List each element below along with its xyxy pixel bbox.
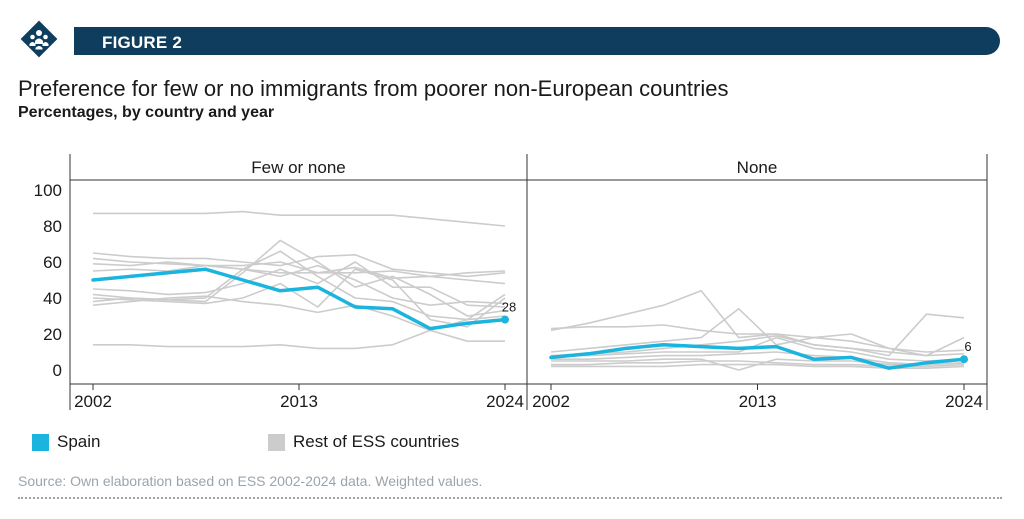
- data-label-spain: 6: [964, 339, 971, 354]
- source-note: Source: Own elaboration based on ESS 200…: [18, 473, 483, 489]
- series-line-rest: [551, 336, 965, 362]
- series-line-rest: [93, 329, 505, 350]
- y-tick-label: 40: [43, 289, 62, 308]
- x-tick-label: 2024: [945, 392, 983, 411]
- panel-title: Few or none: [251, 158, 346, 177]
- legend-swatch-spain: [32, 433, 49, 451]
- series-line-rest: [92, 252, 506, 278]
- series-line-rest: [93, 210, 506, 227]
- series-line-rest: [92, 261, 506, 308]
- legend-label-spain: Spain: [57, 432, 101, 451]
- series-line-rest: [92, 264, 506, 306]
- series-line-rest: [92, 257, 506, 285]
- banner-bar: [74, 27, 1000, 55]
- series-end-point-spain: [501, 315, 509, 324]
- x-tick-label: 2024: [486, 392, 524, 411]
- chart-title: Preference for few or no immigrants from…: [18, 76, 729, 101]
- chart-area: 0 20 40 60 80 100 Few or none 2002 2013 2024 28 Non…: [34, 154, 988, 411]
- x-tick-label: 2002: [74, 392, 112, 411]
- series-end-point-spain: [960, 355, 968, 364]
- x-tick-label: 2002: [532, 392, 570, 411]
- legend-item-rest: Rest of ESS countries: [268, 432, 459, 452]
- x-tick-label: 2013: [739, 392, 777, 411]
- people-group-icon: [20, 20, 58, 58]
- y-tick-label: 20: [43, 325, 62, 344]
- series-line-rest: [550, 308, 965, 357]
- y-tick-label: 80: [43, 217, 62, 236]
- panel-title: None: [737, 158, 778, 177]
- chart-subtitle: Percentages, by country and year: [18, 104, 275, 121]
- figure-label: FIGURE 2: [102, 33, 183, 52]
- series-line-rest: [551, 351, 965, 366]
- series-line-rest: [92, 250, 506, 321]
- y-tick-label: 0: [53, 361, 62, 380]
- legend-label-rest: Rest of ESS countries: [293, 432, 460, 451]
- x-tick-label: 2013: [280, 392, 318, 411]
- y-tick-label: 100: [34, 181, 62, 200]
- series-line-rest: [92, 261, 506, 279]
- data-label-spain: 28: [502, 300, 516, 315]
- legend-item-spain: Spain: [32, 432, 100, 452]
- series-line-spain: [91, 267, 507, 331]
- figure-banner: FIGURE 2: [20, 20, 1000, 58]
- series-line-rest: [550, 335, 965, 357]
- legend-swatch-rest: [268, 433, 285, 451]
- series-line-rest: [92, 268, 506, 328]
- y-tick-label: 60: [43, 253, 62, 272]
- series-line-spain: [549, 343, 966, 370]
- dotted-divider: [18, 497, 1002, 499]
